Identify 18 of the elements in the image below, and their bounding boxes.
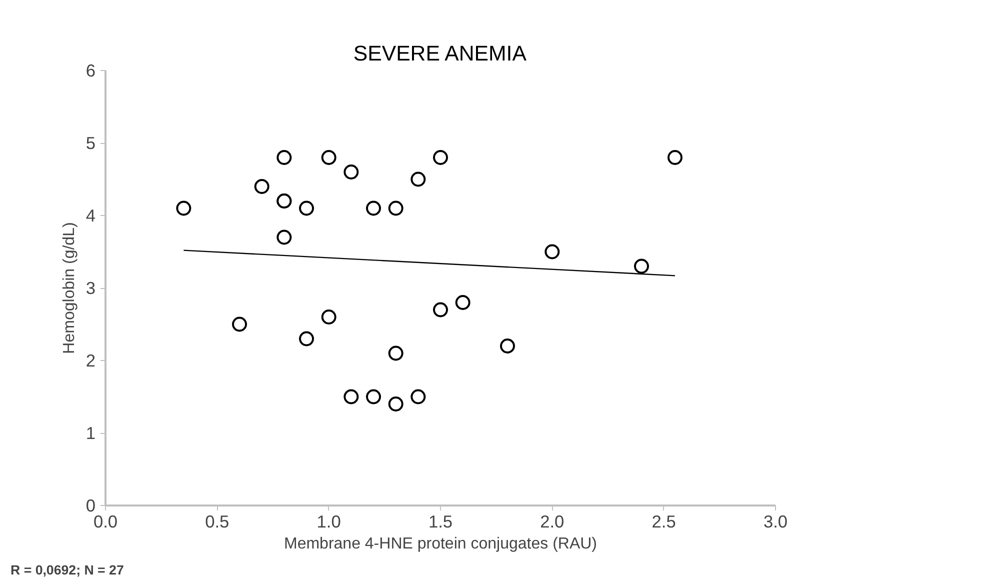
- x-tick-label: 2.5: [652, 512, 676, 532]
- y-tick-label: 6: [86, 60, 96, 80]
- y-axis-title: Hemoglobin (g/dL): [60, 222, 78, 354]
- x-tick-label: 2.0: [540, 512, 564, 532]
- x-tick-label: 1.5: [428, 512, 453, 532]
- y-tick-label: 2: [86, 350, 96, 370]
- y-tick-label: 0: [86, 496, 96, 516]
- y-tick-label: 4: [86, 206, 96, 226]
- x-tick-label: 3.0: [763, 512, 788, 532]
- y-tick-label: 1: [86, 423, 96, 443]
- x-tick-label: 0.5: [205, 512, 230, 532]
- x-axis-title: Membrane 4-HNE protein conjugates (RAU): [284, 536, 598, 552]
- x-tick-label: 0.0: [93, 512, 118, 532]
- x-tick-label: 1.0: [316, 512, 341, 532]
- y-tick-label: 5: [86, 133, 96, 153]
- text: R = 0,0692; N = 27: [10, 562, 124, 578]
- y-tick-label: 3: [86, 278, 96, 298]
- chart-title: SEVERE ANEMIA: [353, 42, 528, 66]
